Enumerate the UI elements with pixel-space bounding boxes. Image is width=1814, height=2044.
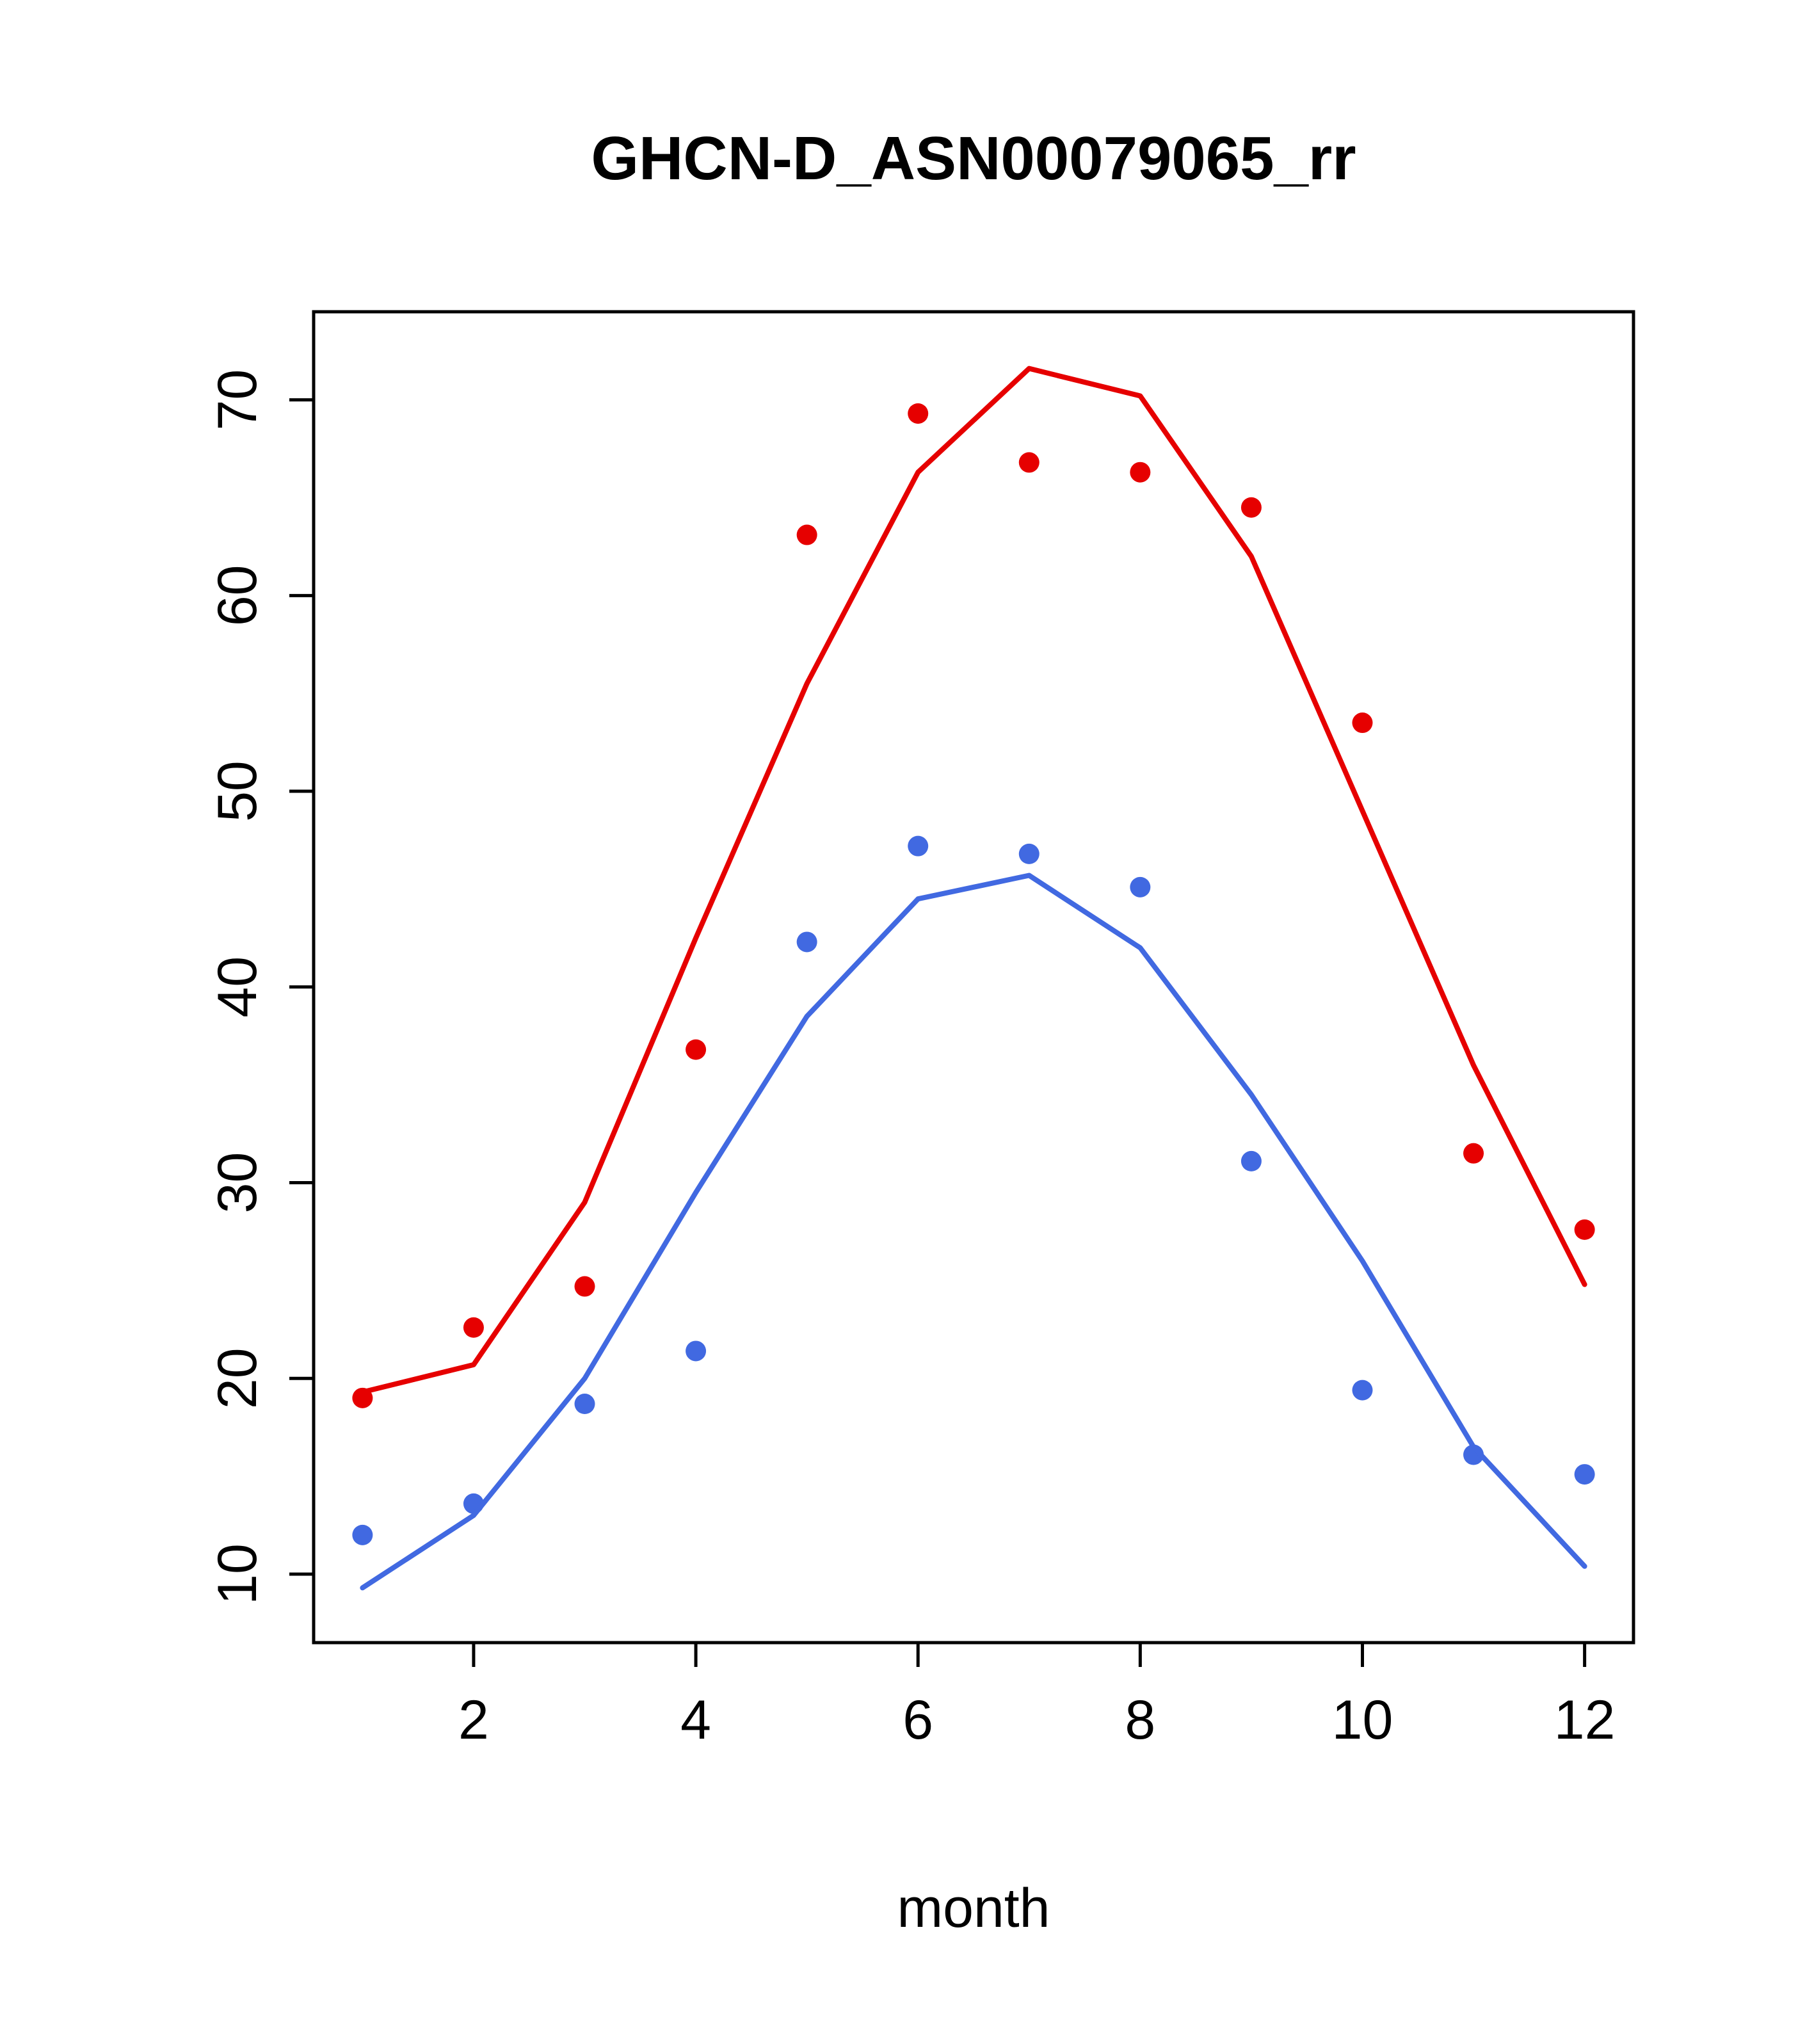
red-observed-points-marker xyxy=(1130,462,1151,483)
red-observed-points-marker xyxy=(1352,712,1373,734)
blue-observed-points-marker xyxy=(796,931,817,953)
y-tick-label: 40 xyxy=(207,956,268,1018)
y-tick-label: 20 xyxy=(207,1348,268,1409)
blue-observed-points-marker xyxy=(1018,843,1039,864)
chart-content: 2 4 6 8 10 12 10 20 30 40 50 60 70 xyxy=(207,310,1635,1751)
blue-observed-points-marker xyxy=(1574,1464,1595,1485)
red-observed-points-marker xyxy=(1574,1219,1595,1240)
y-tick-label: 60 xyxy=(207,565,268,626)
blue-model-line-path xyxy=(360,873,1587,1591)
blue-observed-points-marker xyxy=(352,1524,373,1545)
red-observed-points-marker xyxy=(1018,452,1039,473)
x-tick-label: 2 xyxy=(458,1689,489,1751)
red-observed-points-marker xyxy=(796,524,817,545)
x-tick-label: 10 xyxy=(1332,1689,1393,1751)
red-observed-points-marker xyxy=(686,1039,707,1060)
chart-title: GHCN-D_ASN00079065_rr xyxy=(591,124,1356,193)
blue-observed-points-marker xyxy=(574,1394,595,1415)
y-tick-label: 70 xyxy=(207,369,268,431)
y-tick-label: 50 xyxy=(207,760,268,822)
red-observed-points-marker xyxy=(1240,497,1262,518)
plot-frame xyxy=(312,310,1635,1645)
y-tick-label: 10 xyxy=(207,1543,268,1605)
red-observed-points-marker xyxy=(1463,1143,1484,1164)
blue-observed-points-marker xyxy=(1130,876,1151,897)
red-observed-points-marker xyxy=(574,1276,595,1297)
x-tick-label: 12 xyxy=(1554,1689,1616,1751)
x-tick-label: 8 xyxy=(1125,1689,1155,1751)
x-tick-label: 4 xyxy=(680,1689,711,1751)
y-tick-label: 30 xyxy=(207,1152,268,1214)
red-model-line-path xyxy=(360,366,1587,1395)
x-tick-label: 6 xyxy=(903,1689,933,1751)
blue-observed-points-marker xyxy=(1352,1380,1373,1401)
x-axis-label: month xyxy=(897,1878,1050,1939)
blue-observed-points-marker xyxy=(1240,1150,1262,1171)
red-observed-points-marker xyxy=(908,403,929,424)
red-observed-points-marker xyxy=(463,1317,484,1338)
blue-observed-points-marker xyxy=(908,835,929,857)
blue-observed-points-marker xyxy=(686,1340,707,1362)
